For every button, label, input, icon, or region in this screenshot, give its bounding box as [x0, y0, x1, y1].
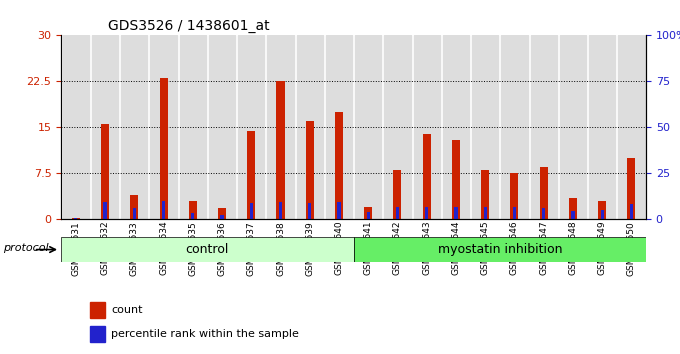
Bar — [103, 202, 107, 219]
Bar — [209, 35, 235, 219]
Bar — [337, 202, 341, 219]
Text: control: control — [186, 243, 229, 256]
Bar — [162, 201, 165, 219]
Text: GDS3526 / 1438601_at: GDS3526 / 1438601_at — [108, 19, 269, 33]
Bar — [160, 78, 167, 219]
Bar — [394, 170, 401, 219]
Bar — [589, 35, 615, 219]
Bar — [238, 35, 265, 219]
Bar — [72, 218, 80, 219]
Bar — [296, 35, 323, 219]
Bar — [423, 133, 430, 219]
Bar — [511, 173, 518, 219]
Bar — [355, 35, 381, 219]
Bar — [267, 35, 294, 219]
Bar — [220, 215, 224, 219]
Text: count: count — [111, 305, 142, 315]
Bar — [308, 203, 311, 219]
Bar — [454, 207, 458, 219]
Bar — [248, 131, 255, 219]
Bar — [569, 198, 577, 219]
FancyBboxPatch shape — [61, 237, 354, 262]
Bar — [367, 212, 370, 219]
Bar — [618, 35, 645, 219]
Bar — [74, 218, 78, 219]
Bar — [364, 207, 372, 219]
Text: protocol: protocol — [3, 243, 49, 253]
Bar — [384, 35, 411, 219]
Bar — [101, 124, 109, 219]
Bar — [425, 207, 428, 219]
Bar — [90, 302, 105, 318]
Bar — [191, 213, 194, 219]
Bar — [63, 35, 89, 219]
Bar — [483, 207, 487, 219]
Bar — [326, 35, 352, 219]
Bar — [180, 35, 206, 219]
Bar — [121, 35, 148, 219]
Bar — [481, 170, 489, 219]
Bar — [131, 195, 138, 219]
Bar — [189, 201, 197, 219]
Bar — [396, 207, 399, 219]
Bar — [250, 203, 253, 219]
Bar — [513, 207, 516, 219]
Bar — [598, 201, 606, 219]
Text: myostatin inhibition: myostatin inhibition — [437, 243, 562, 256]
Bar — [630, 204, 633, 219]
Text: percentile rank within the sample: percentile rank within the sample — [111, 329, 299, 339]
Bar — [600, 210, 604, 219]
Bar — [560, 35, 586, 219]
Bar — [92, 35, 118, 219]
Bar — [472, 35, 498, 219]
Bar — [279, 202, 282, 219]
Bar — [628, 158, 635, 219]
Bar — [443, 35, 469, 219]
Bar — [452, 140, 460, 219]
Bar — [530, 35, 557, 219]
Bar — [218, 209, 226, 219]
Bar — [306, 121, 313, 219]
Bar — [133, 209, 136, 219]
Bar — [542, 207, 545, 219]
Bar — [90, 326, 105, 342]
Bar — [540, 167, 547, 219]
FancyBboxPatch shape — [354, 237, 646, 262]
Bar — [277, 81, 284, 219]
Bar — [150, 35, 177, 219]
Bar — [571, 211, 575, 219]
Bar — [335, 112, 343, 219]
Bar — [413, 35, 440, 219]
Bar — [501, 35, 528, 219]
